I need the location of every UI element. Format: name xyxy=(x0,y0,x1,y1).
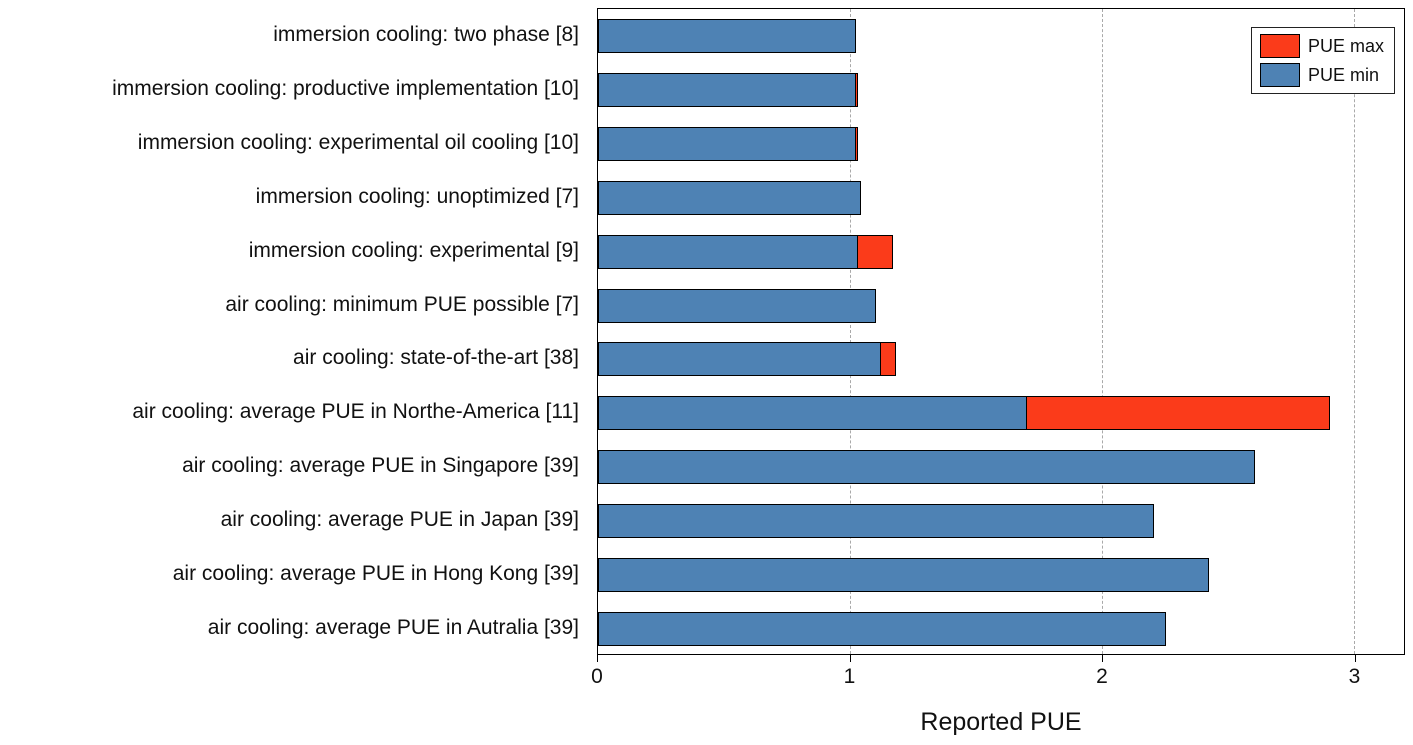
bar-pue-max xyxy=(854,126,859,161)
bar-pue-min xyxy=(598,18,856,53)
bar-pue-min xyxy=(598,450,1255,485)
category-label: immersion cooling: unoptimized [7] xyxy=(255,184,579,208)
x-axis-ticks: 0 1 2 3 xyxy=(591,655,1405,695)
bar-pue-min xyxy=(598,180,861,215)
bar-pue-min xyxy=(598,342,881,377)
x-tick-mark xyxy=(1354,655,1356,662)
legend-label-pue-max: PUE max xyxy=(1307,35,1384,56)
category-label: immersion cooling: productive implementa… xyxy=(112,76,579,100)
category-label: immersion cooling: two phase [8] xyxy=(273,22,579,46)
bar-pue-max xyxy=(1026,396,1331,431)
category-label: air cooling: average PUE in Japan [39] xyxy=(220,508,579,532)
gridline xyxy=(849,9,851,654)
category-label: air cooling: average PUE in Hong Kong [3… xyxy=(172,562,579,586)
bar-pue-min xyxy=(598,126,856,161)
category-label: air cooling: average PUE in Singapore [3… xyxy=(182,454,579,478)
bar-pue-min xyxy=(598,558,1210,593)
x-tick-mark xyxy=(597,655,598,662)
category-label: air cooling: minimum PUE possible [7] xyxy=(225,292,579,316)
bar-pue-max xyxy=(879,342,896,377)
bar-pue-min xyxy=(598,396,1028,431)
x-tick-label: 0 xyxy=(591,665,603,688)
category-label: air cooling: state-of-the-art [38] xyxy=(293,346,579,370)
bar-pue-min xyxy=(598,234,859,269)
x-tick-mark xyxy=(849,655,851,662)
category-label: immersion cooling: experimental oil cool… xyxy=(137,130,579,154)
category-labels: immersion cooling: two phase [8] immersio… xyxy=(0,8,588,655)
legend: PUE max PUE min xyxy=(1250,27,1395,94)
category-label: air cooling: average PUE in Northe-Ameri… xyxy=(132,400,579,424)
bar-pue-min xyxy=(598,504,1154,539)
bar-pue-min xyxy=(598,288,876,323)
x-axis-title: Reported PUE xyxy=(920,708,1082,736)
x-tick-label: 2 xyxy=(1096,665,1108,688)
pue-max-swatch xyxy=(1259,34,1300,58)
category-label: immersion cooling: experimental [9] xyxy=(248,238,579,262)
gridline xyxy=(1353,9,1355,654)
x-tick-label: 1 xyxy=(843,665,856,688)
legend-entry-pue-max: PUE max xyxy=(1259,34,1384,58)
pue-min-swatch xyxy=(1259,63,1300,87)
legend-label-pue-min: PUE min xyxy=(1307,64,1379,85)
legend-entry-pue-min: PUE min xyxy=(1259,63,1384,87)
bar-pue-max xyxy=(857,234,894,269)
plot-area: PUE max PUE min xyxy=(597,8,1405,655)
category-label: air cooling: average PUE in Autralia [39… xyxy=(207,616,579,640)
bar-pue-max xyxy=(854,72,859,107)
bar-pue-min xyxy=(598,612,1167,647)
x-tick-label: 3 xyxy=(1348,665,1361,688)
bar-pue-min xyxy=(598,72,856,107)
gridline xyxy=(1101,9,1103,654)
x-tick-mark xyxy=(1102,655,1103,662)
